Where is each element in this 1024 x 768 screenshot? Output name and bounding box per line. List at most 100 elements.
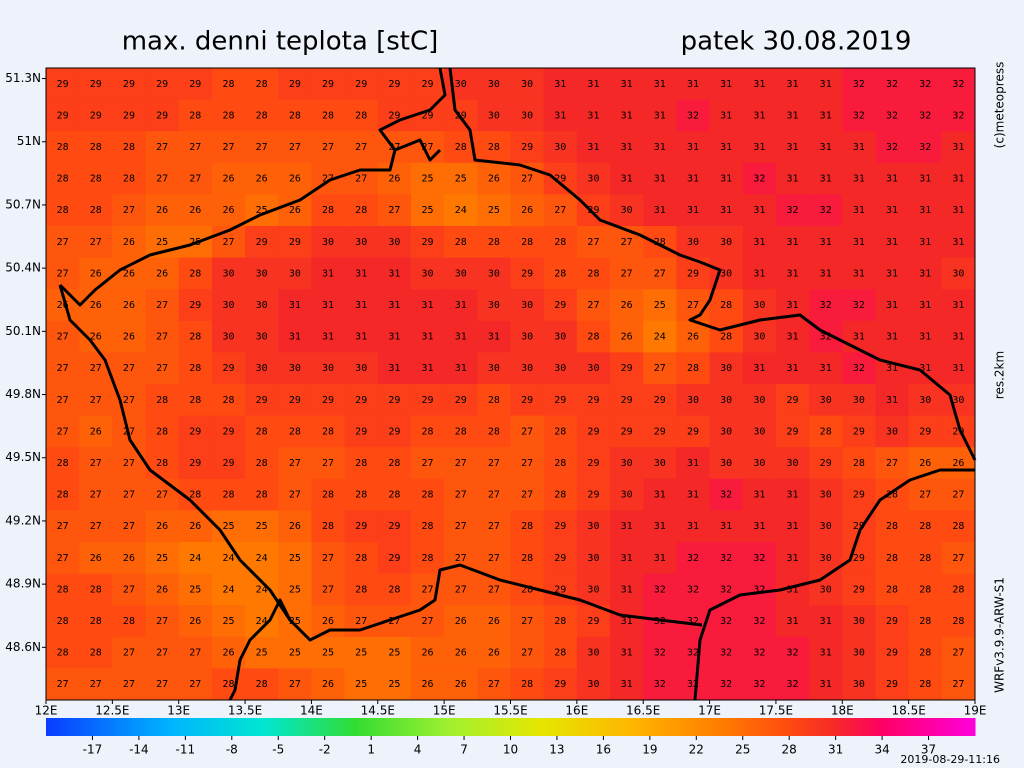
cell-value: 32 [687,553,699,564]
cell [178,68,213,101]
cell-value: 31 [687,490,699,501]
cell [145,573,180,606]
cell [809,194,843,227]
cell-value: 25 [256,205,268,216]
cell-value: 28 [952,584,964,595]
cell [311,99,346,132]
cell-value: 26 [123,553,135,564]
cell-value: 28 [123,616,135,627]
cell [941,162,976,195]
cell [477,478,511,511]
cell [742,68,777,101]
cell [145,289,180,322]
cell-value: 27 [488,490,500,501]
cell-value: 31 [720,142,732,153]
colorbar-label: 10 [503,743,518,757]
cell [112,605,147,638]
cell-value: 29 [222,363,234,374]
colorbar: -17 -14 -11 -8 -5 -2 1 4 7 10 13 16 19 22 25 28 31 34 37 [46,718,976,757]
cell [410,352,445,385]
cell-value: 30 [853,395,865,406]
cell [543,605,578,638]
cell-value: 29 [57,79,69,90]
cell-value: 31 [919,205,931,216]
cell [510,447,545,480]
cell-value: 27 [919,490,931,501]
cell-value: 31 [621,174,633,185]
cell [842,447,876,480]
cell-value: 32 [853,363,865,374]
cell [245,384,279,417]
cell-value: 26 [289,205,301,216]
cell-value: 30 [488,268,500,279]
cell [178,447,213,480]
cell-value: 31 [886,205,898,216]
cell-value: 28 [355,458,367,469]
cell-value: 29 [90,110,102,121]
cell-value: 28 [189,363,201,374]
cell-value: 26 [322,679,334,690]
cell-value: 30 [654,458,666,469]
cell [112,289,147,322]
cell [79,131,113,164]
cell-value: 30 [720,363,732,374]
cell-value: 28 [422,490,434,501]
cell [112,257,147,290]
cell-value: 30 [222,268,234,279]
cell-value: 24 [189,553,201,564]
cell-value: 27 [57,521,69,532]
cell [543,320,578,353]
cell [875,352,910,385]
cell [410,447,445,480]
cell-value: 30 [256,332,268,343]
cell [908,162,943,195]
cell-value: 30 [587,521,599,532]
cell [709,162,744,195]
cell-value: 27 [654,268,666,279]
cell-value: 27 [123,490,135,501]
cell-value: 27 [156,648,168,659]
cell-value: 30 [554,142,566,153]
cell [79,573,113,606]
cell [245,99,279,132]
cell [709,478,744,511]
cell-value: 32 [720,490,732,501]
cell-value: 31 [687,174,699,185]
cell [643,636,677,669]
cell [245,68,279,101]
cell [79,447,113,480]
cell [842,542,876,575]
cell-value: 31 [886,174,898,185]
cell [543,352,578,385]
cell [775,99,810,132]
cell [576,668,611,701]
cell-value: 31 [753,268,765,279]
cell-value: 27 [587,300,599,311]
cell-value: 32 [853,300,865,311]
cell [344,68,379,101]
cell-value: 28 [886,521,898,532]
cell-value: 31 [289,300,301,311]
cell [510,68,545,101]
cell-value: 29 [521,142,533,153]
cell [643,162,677,195]
cell [145,257,180,290]
cell-value: 25 [289,616,301,627]
cell-value: 27 [57,679,69,690]
cell-value: 27 [57,332,69,343]
cell-value: 31 [952,142,964,153]
cell-value: 31 [687,521,699,532]
cell-value: 28 [90,584,102,595]
cell [410,510,445,543]
cell [875,68,910,101]
y-tick-label: 49.8N [5,387,41,401]
cell-value: 30 [521,79,533,90]
cell [344,257,379,290]
cell [477,447,511,480]
cell [809,162,843,195]
cell [112,162,147,195]
cell [610,320,644,353]
cell-value: 24 [256,553,268,564]
cell-value: 25 [488,205,500,216]
cell-value: 29 [156,79,168,90]
